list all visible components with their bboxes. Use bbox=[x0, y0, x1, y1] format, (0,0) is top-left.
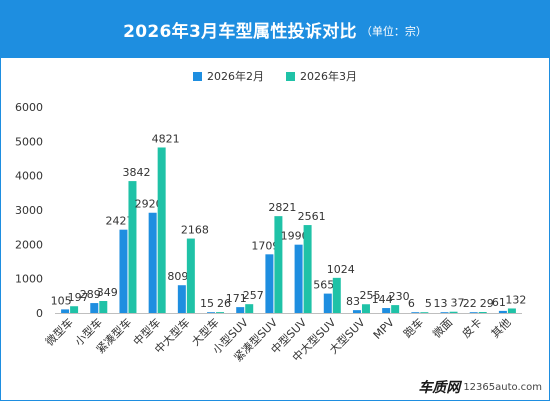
bar bbox=[274, 216, 283, 313]
data-label: 61 bbox=[492, 296, 506, 309]
x-tick-label: 皮卡 bbox=[460, 316, 485, 341]
title-bar: 2026年3月车型属性投诉对比 （单位：宗） bbox=[0, 0, 550, 58]
bar bbox=[177, 285, 186, 313]
legend-swatch-mar bbox=[286, 71, 295, 81]
bar bbox=[70, 306, 79, 313]
chart-title: 2026年3月车型属性投诉对比 bbox=[123, 21, 357, 42]
data-label: 2168 bbox=[181, 224, 209, 237]
data-label: 3842 bbox=[122, 166, 150, 179]
x-tick-label: 微型车 bbox=[42, 315, 75, 348]
data-label: 5 bbox=[425, 297, 432, 310]
bar bbox=[186, 238, 195, 313]
chart-unit: （单位：宗） bbox=[360, 25, 427, 38]
bar bbox=[148, 212, 157, 313]
legend-label-feb: 2026年2月 bbox=[207, 70, 264, 83]
legend-label-mar: 2026年3月 bbox=[300, 70, 357, 83]
bar bbox=[411, 312, 420, 313]
data-label: 1024 bbox=[327, 263, 355, 276]
legend-swatch-feb bbox=[193, 71, 202, 81]
legend-item-feb: 2026年2月 bbox=[193, 68, 264, 84]
bar bbox=[236, 307, 245, 313]
data-label: 289 bbox=[80, 288, 101, 301]
data-label: 2427 bbox=[105, 215, 133, 228]
data-label: 1709 bbox=[251, 239, 279, 252]
bar bbox=[128, 181, 137, 313]
y-tick-label: 6000 bbox=[15, 101, 43, 114]
bar bbox=[294, 244, 303, 313]
data-label: 2920 bbox=[135, 198, 163, 211]
data-label: 22 bbox=[463, 297, 477, 310]
bar bbox=[61, 309, 70, 313]
bar bbox=[265, 254, 274, 313]
bar bbox=[361, 304, 370, 313]
data-label: 83 bbox=[346, 295, 360, 308]
bar bbox=[507, 308, 516, 313]
y-tick-label: 0 bbox=[36, 307, 43, 320]
bar bbox=[469, 312, 478, 313]
bar bbox=[303, 225, 312, 313]
y-tick-label: 5000 bbox=[15, 135, 43, 148]
data-label: 2561 bbox=[298, 210, 326, 223]
watermark-url: 12365auto.com bbox=[463, 381, 542, 393]
bar bbox=[207, 312, 216, 313]
data-label: 37 bbox=[451, 297, 465, 310]
data-label: 15 bbox=[200, 297, 214, 310]
y-tick-label: 1000 bbox=[15, 273, 43, 286]
bar bbox=[99, 301, 108, 313]
bar bbox=[440, 312, 449, 313]
x-tick-label: 微面 bbox=[430, 315, 455, 340]
y-tick-label: 2000 bbox=[15, 238, 43, 251]
bar bbox=[352, 310, 361, 313]
x-tick-label: 跑车 bbox=[401, 315, 426, 340]
data-label: 230 bbox=[389, 290, 410, 303]
bar bbox=[90, 303, 99, 313]
bar bbox=[119, 229, 128, 313]
bar bbox=[323, 293, 332, 313]
data-label: 2821 bbox=[268, 201, 296, 214]
data-label: 171 bbox=[226, 292, 247, 305]
data-label: 1990 bbox=[281, 230, 309, 243]
data-label: 565 bbox=[313, 279, 334, 292]
data-label: 809 bbox=[167, 270, 188, 283]
data-label: 197 bbox=[68, 291, 89, 304]
data-label: 13 bbox=[434, 297, 448, 310]
data-label: 4821 bbox=[152, 132, 180, 145]
data-label: 26 bbox=[217, 297, 231, 310]
bar bbox=[420, 312, 429, 313]
data-label: 255 bbox=[359, 289, 380, 302]
legend: 2026年2月 2026年3月 bbox=[0, 68, 550, 84]
bar bbox=[157, 147, 166, 313]
bar bbox=[382, 308, 391, 313]
data-label: 349 bbox=[97, 286, 118, 299]
y-tick-label: 4000 bbox=[15, 170, 43, 183]
y-tick-label: 3000 bbox=[15, 204, 43, 217]
x-tick-label: MPV bbox=[371, 316, 397, 342]
bar bbox=[245, 304, 254, 313]
bar bbox=[449, 311, 458, 313]
data-label: 257 bbox=[243, 289, 264, 302]
x-tick-label: 其他 bbox=[489, 316, 514, 341]
data-label: 29 bbox=[480, 297, 494, 310]
bar bbox=[391, 305, 400, 313]
watermark: 车质网 12365auto.com bbox=[418, 377, 542, 397]
data-label: 144 bbox=[372, 293, 393, 306]
legend-item-mar: 2026年3月 bbox=[286, 68, 357, 84]
bar bbox=[478, 312, 487, 313]
data-label: 105 bbox=[51, 294, 72, 307]
data-label: 6 bbox=[408, 297, 415, 310]
bar bbox=[498, 310, 507, 313]
data-label: 132 bbox=[505, 293, 526, 306]
watermark-logo: 车质网 bbox=[418, 380, 461, 396]
bar bbox=[216, 312, 225, 313]
bar bbox=[332, 277, 341, 313]
